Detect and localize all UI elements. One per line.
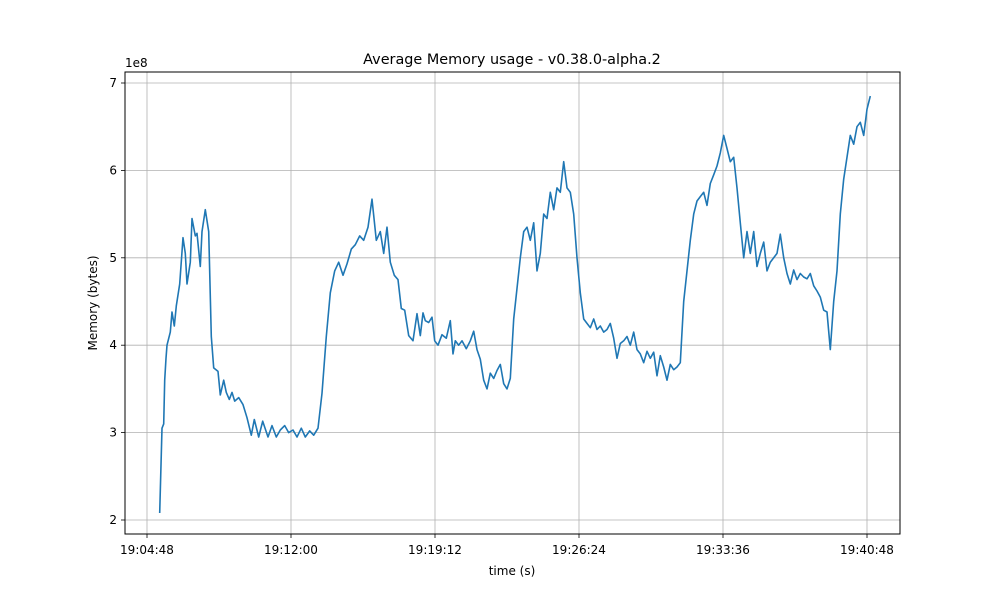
axis-ticks: 19:04:48 19:12:00 19:19:12 19:26:24 19:33:36… xyxy=(109,76,894,557)
y-tick-label: 3 xyxy=(109,426,117,440)
x-tick-label: 19:26:24 xyxy=(552,543,606,557)
y-tick-label: 4 xyxy=(109,338,117,352)
x-axis-label: time (s) xyxy=(489,564,536,578)
x-tick-label: 19:12:00 xyxy=(264,543,318,557)
chart-title: Average Memory usage - v0.38.0-alpha.2 xyxy=(363,52,661,68)
axes-frame xyxy=(124,71,901,535)
x-tick-label: 19:19:12 xyxy=(408,543,462,557)
y-tick-label: 2 xyxy=(109,513,117,527)
memory-usage-line xyxy=(158,95,872,514)
x-tick-label: 19:40:48 xyxy=(840,543,894,557)
x-tick-label: 19:33:36 xyxy=(696,543,750,557)
y-tick-label: 7 xyxy=(109,76,117,90)
x-tick-label: 19:04:48 xyxy=(120,543,174,557)
y-axis-label: Memory (bytes) xyxy=(86,255,100,350)
y-tick-label: 5 xyxy=(109,251,117,265)
grid-lines xyxy=(125,72,900,534)
y-tick-label: 6 xyxy=(109,163,117,177)
y-axis-offset-label: 1e8 xyxy=(125,56,148,70)
